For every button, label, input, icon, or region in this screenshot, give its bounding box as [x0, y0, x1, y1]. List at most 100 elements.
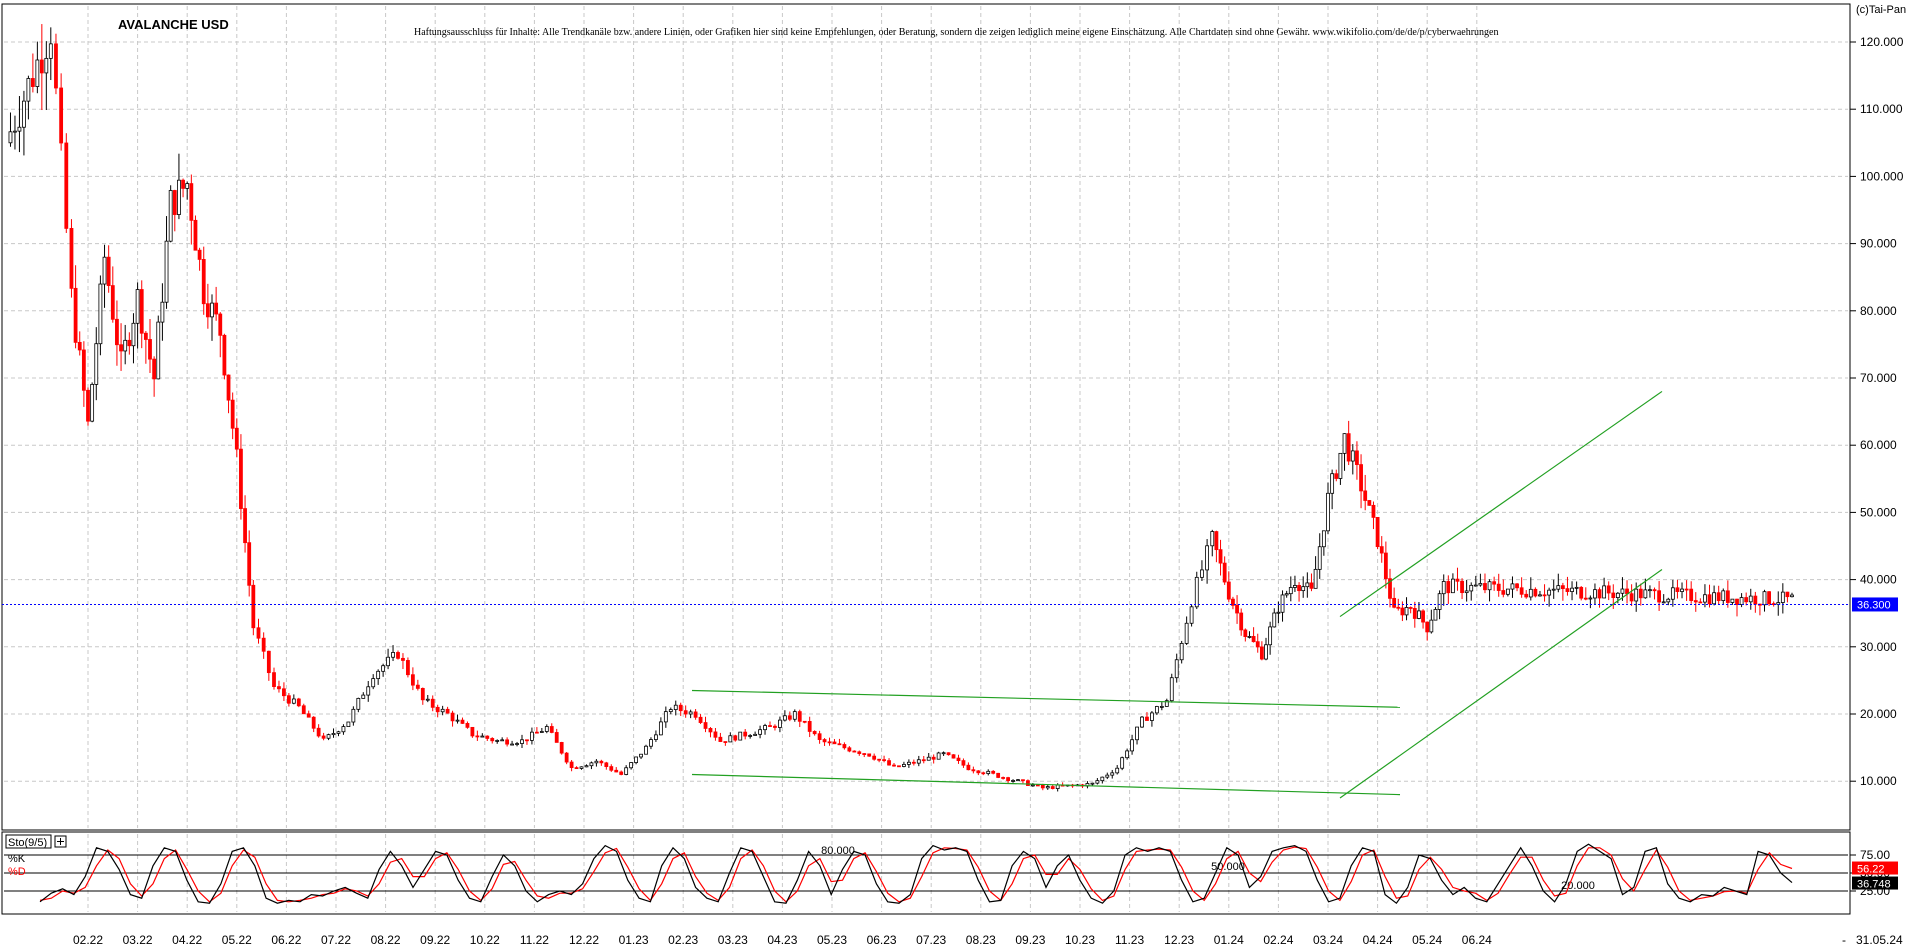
candle-body [1195, 577, 1198, 606]
candle-body [99, 284, 102, 344]
x-tick-label: 07.22 [321, 933, 351, 947]
candle-body [1571, 588, 1574, 591]
candle-body [540, 731, 543, 732]
candle-body [764, 726, 767, 730]
candle-body [397, 652, 400, 658]
x-tick-label: 11.23 [1115, 933, 1144, 947]
candle-body [332, 733, 335, 734]
candle-body [868, 754, 871, 756]
x-tick-label: 09.22 [420, 933, 450, 947]
candle-body [111, 286, 114, 320]
candle-body [1447, 581, 1450, 592]
candle-body [1236, 605, 1239, 613]
x-axis-dash: - [1842, 933, 1846, 947]
indicator-name: Sto(9/5) [8, 837, 47, 849]
candle-body [1616, 593, 1619, 597]
candle-body [367, 687, 370, 695]
candle-body [377, 671, 380, 678]
candle-body [897, 766, 900, 767]
candle-body [1736, 599, 1739, 604]
candle-body [411, 675, 414, 685]
candle-body [1690, 589, 1693, 600]
candle-body [550, 726, 553, 732]
candle-body [759, 730, 762, 735]
candle-body [937, 753, 940, 759]
candle-body [744, 732, 747, 736]
candle-body [273, 673, 276, 687]
candle-body [491, 738, 494, 740]
x-tick-label: 01.23 [619, 933, 649, 947]
candle-body [1372, 505, 1375, 517]
candle-body [1731, 599, 1734, 602]
x-tick-label: 05.24 [1412, 933, 1442, 947]
y-tick-label: 80.000 [1860, 304, 1897, 318]
candle-body [282, 689, 285, 696]
candle-body [1483, 583, 1486, 589]
candle-body [734, 736, 737, 740]
candle-body [600, 761, 603, 763]
candle-body [1260, 647, 1263, 659]
candle-body [1722, 591, 1725, 601]
candle-body [501, 740, 504, 741]
candle-body [585, 766, 588, 767]
candle-body [1302, 587, 1305, 591]
candle-body [516, 744, 519, 745]
candle-body [1493, 582, 1496, 584]
candle-body [1141, 717, 1144, 727]
candle-body [1347, 434, 1350, 461]
candle-body [337, 732, 340, 734]
candle-body [625, 768, 628, 775]
candle-body [194, 220, 197, 250]
candle-body [1281, 595, 1284, 612]
candle-body [252, 585, 255, 627]
candle-body [739, 732, 742, 740]
candle-body [211, 303, 214, 317]
candle-body [1155, 706, 1158, 712]
candle-body [555, 732, 558, 742]
x-tick-label: 08.23 [966, 933, 996, 947]
candle-body [521, 740, 524, 744]
candle-body [1525, 594, 1528, 597]
candle-body [535, 732, 538, 733]
candle-body [853, 751, 856, 752]
candle-body [461, 720, 464, 723]
candle-body [769, 726, 772, 727]
candle-body [352, 709, 355, 722]
candle-body [322, 736, 325, 738]
candle-body [1575, 587, 1578, 588]
candle-body [1360, 465, 1363, 491]
candle-body [1051, 787, 1054, 789]
y-tick-label: 70.000 [1860, 371, 1897, 385]
candle-body [177, 180, 180, 214]
x-tick-label: 12.22 [569, 933, 599, 947]
candle-body [1343, 434, 1346, 454]
candle-body [140, 290, 143, 334]
candle-body [1219, 550, 1222, 563]
candle-body [1380, 547, 1383, 553]
candle-body [838, 744, 841, 745]
sto-y-tick-label: 75.00 [1860, 848, 1890, 862]
candle-body [1364, 491, 1367, 501]
candle-body [902, 764, 905, 766]
candle-body [82, 350, 85, 390]
candle-body [297, 699, 300, 706]
candle-body [1461, 581, 1464, 592]
candle-body [883, 760, 886, 761]
candle-body [788, 716, 791, 720]
candle-body [153, 359, 156, 379]
candle-body [1479, 583, 1482, 585]
candle-body [1470, 585, 1473, 591]
d-last-label: 56.22 [1857, 864, 1885, 876]
candle-body [1131, 740, 1134, 751]
candle-body [1417, 611, 1420, 619]
candle-body [977, 771, 980, 773]
candle-body [60, 88, 63, 143]
candle-body [1046, 787, 1049, 788]
candle-body [1566, 589, 1569, 592]
candle-body [87, 390, 90, 421]
candle-body [182, 180, 185, 188]
candle-body [1451, 579, 1454, 593]
candle-body [580, 767, 583, 769]
candle-body [1031, 785, 1034, 786]
candle-body [1273, 613, 1276, 627]
